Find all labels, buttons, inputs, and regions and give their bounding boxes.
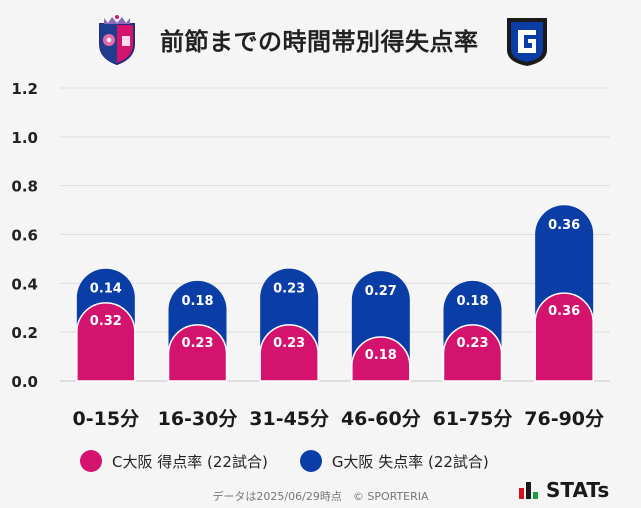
y-tick-label: 0.6: [11, 227, 38, 245]
legend-item-c-osaka: C大阪 得点率 (22試合): [80, 450, 268, 472]
bar-c-osaka: [351, 336, 411, 382]
data-label-c-osaka: 0.23: [456, 336, 488, 351]
data-label-c-osaka: 0.23: [273, 336, 305, 351]
gamba-osaka-crest-icon: [505, 16, 549, 68]
x-tick-label: 31-45分: [249, 408, 329, 430]
data-label-g-osaka: 0.27: [365, 284, 397, 299]
legend-swatch-g-osaka: [299, 450, 322, 472]
bar-c-osaka: [534, 292, 594, 382]
cerezo-osaka-crest-icon: [92, 14, 142, 66]
y-tick-label: 1.2: [11, 80, 38, 98]
bar-c-osaka: [442, 324, 503, 382]
legend-label-g-osaka: G大阪 失点率 (22試合): [331, 452, 489, 471]
stats-brand-name: STATs: [546, 478, 610, 502]
y-tick-label: 0.2: [11, 324, 38, 342]
legend-label-c-osaka: C大阪 得点率 (22試合): [112, 452, 268, 471]
bar-c-osaka: [76, 302, 136, 382]
data-label-g-osaka: 0.36: [548, 218, 580, 233]
data-label-c-osaka: 0.32: [90, 314, 122, 329]
x-tick-label: 46-60分: [341, 408, 421, 430]
bar-c-osaka: [259, 324, 319, 382]
stats-logo-icon: [519, 482, 538, 499]
stats-brand: STATs: [518, 478, 609, 502]
data-label-g-osaka: 0.23: [273, 282, 305, 297]
legend-swatch-c-osaka: [80, 450, 102, 472]
chart-title: 前節までの時間帯別得失点率: [160, 28, 479, 56]
x-tick-label: 0-15分: [73, 408, 140, 430]
data-label-g-osaka: 0.14: [90, 282, 122, 297]
bar-c-osaka: [167, 324, 228, 382]
legend-item-g-osaka: G大阪 失点率 (22試合): [299, 450, 489, 472]
data-label-c-osaka: 0.18: [365, 348, 397, 363]
y-tick-label: 1.0: [11, 129, 38, 147]
legend: C大阪 得点率 (22試合) G大阪 失点率 (22試合): [80, 450, 521, 472]
data-timestamp-footer: データは2025/06/29時点 © SPORTERIA: [212, 490, 429, 503]
x-tick-label: 61-75分: [433, 408, 513, 430]
x-tick-label: 16-30分: [158, 408, 238, 430]
y-tick-label: 0.4: [11, 275, 38, 293]
x-tick-label: 76-90分: [524, 408, 604, 430]
data-label-c-osaka: 0.36: [548, 304, 580, 319]
data-label-g-osaka: 0.18: [181, 294, 213, 309]
bar-chart: 0.0 0.2 0.4 0.6 0.8 1.0 1.2 0.14 0.32 0-15分 0.18 0.…: [11, 80, 610, 430]
data-label-c-osaka: 0.23: [181, 336, 213, 351]
y-tick-label: 0.0: [11, 373, 38, 391]
y-tick-label: 0.8: [11, 178, 38, 196]
data-label-g-osaka: 0.18: [456, 294, 488, 309]
